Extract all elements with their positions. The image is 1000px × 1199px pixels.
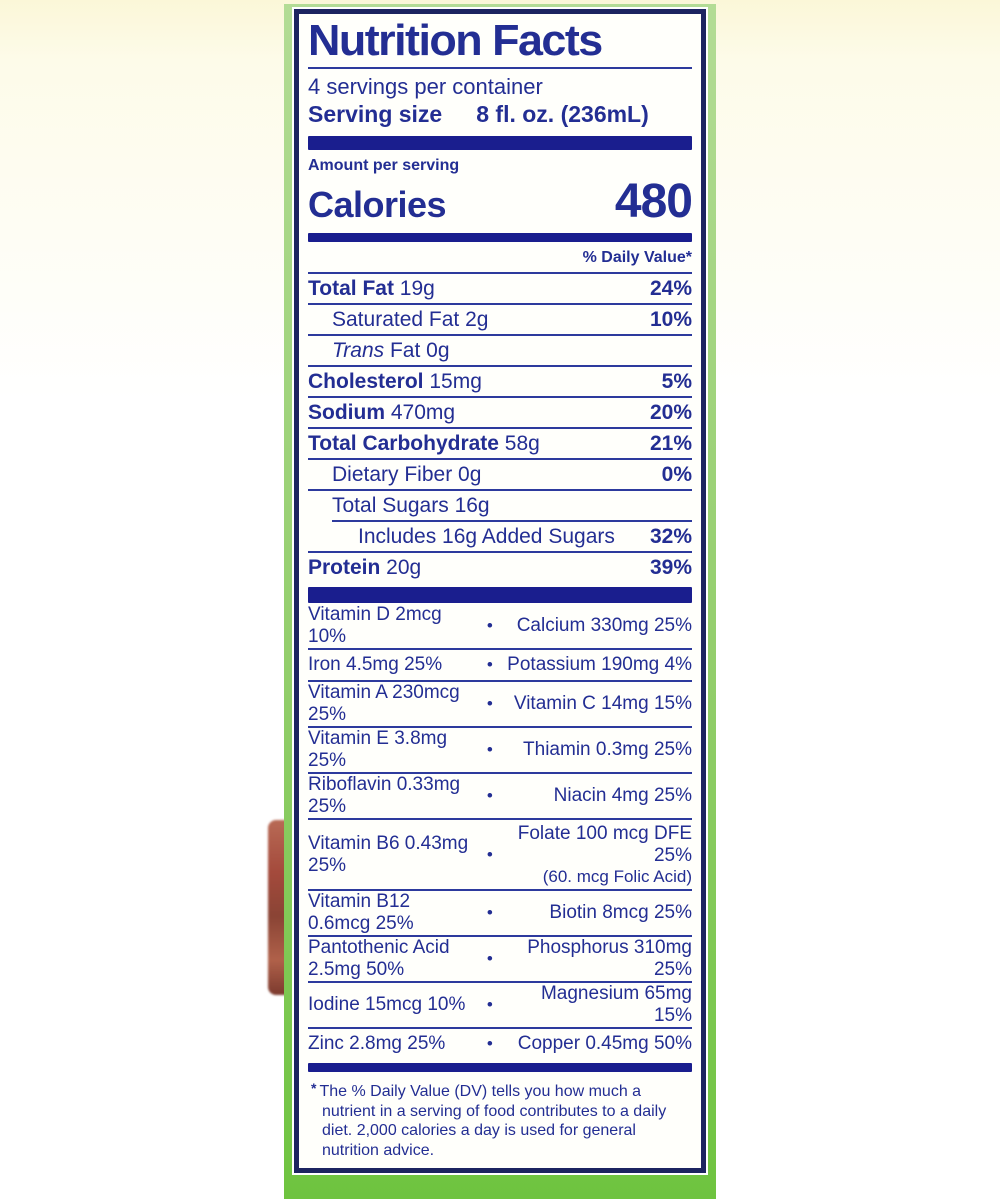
nutrient-name: Total Fat 19g [308,277,435,300]
vitamin-left-entry: Vitamin D 2mcg 10% [308,604,442,647]
vitamin-right-entry: Copper 0.45mg 50% [517,1033,692,1054]
bullet-separator: • [486,655,493,674]
nutrient-daily-value: 5% [661,370,692,393]
daily-value-footnote: * The % Daily Value (DV) tells you how mu… [308,1075,692,1162]
bullet-separator: • [486,949,493,968]
nutrient-name: Sodium 470mg [308,401,456,424]
nutrient-row: Includes 16g Added Sugars 32% [308,522,692,553]
vitamin-left-entry: Vitamin E 3.8mg 25% [308,728,448,771]
vitamin-left-entry: Iodine 15mcg 10% [308,994,466,1015]
nutrient-daily-value: 24% [649,277,692,300]
nutrient-row: Total Fat 19g 24% [308,274,692,305]
vitamin-row: Pantothenic Acid 2.5mg 50% • Phosphorus 31… [308,937,692,983]
footnote-divider-bar [308,1063,692,1072]
bullet-separator: • [486,616,493,635]
indented-divider [332,520,692,522]
vitamin-row: Vitamin B6 0.43mg 25% • Folate 100 mcg DFE… [308,820,692,891]
nutrient-name: Includes 16g Added Sugars [358,525,615,548]
vitamin-mineral-table: Vitamin D 2mcg 10% • Calcium 330mg 25% Iron… [308,604,692,1059]
nutrient-row: Sodium 470mg 20% [308,398,692,429]
vitamin-right-entry: Calcium 330mg 25% [516,615,692,636]
bullet-separator: • [486,786,493,805]
serving-size-label: Serving size [308,101,443,127]
calories-row: Calories 480 [308,174,693,229]
bullet-separator: • [486,1034,493,1053]
bullet-separator: • [486,995,493,1014]
nutrient-name: Dietary Fiber 0g [332,463,482,486]
nutrient-row: Cholesterol 15mg 5% [308,367,692,398]
nutrient-daily-value: 0% [661,463,692,486]
serving-size-gap [442,100,476,129]
vitamin-row: Vitamin E 3.8mg 25% • Thiamin 0.3mg 25% [308,728,692,774]
vitamin-row: Riboflavin 0.33mg 25% • Niacin 4mg 25% [308,774,692,820]
vitamin-left-entry: Pantothenic Acid 2.5mg 50% [308,937,450,980]
bullet-separator: • [486,740,493,759]
nutrient-daily-value: 32% [649,525,692,548]
footnote-asterisk: * [311,1080,317,1096]
nutrient-name: Total Carbohydrate 58g [308,432,540,455]
nutrient-daily-value: 21% [649,432,692,455]
vitamin-right-entry: Thiamin 0.3mg 25% [523,739,692,760]
nutrient-daily-value: 20% [649,401,692,424]
footnote-text: The % Daily Value (DV) tells you how muc… [319,1083,667,1159]
vitamin-right-subtext: (60. mcg Folic Acid) [542,867,692,886]
vitamin-row: Iron 4.5mg 25% • Potassium 190mg 4% [308,650,692,682]
vitamin-row: Vitamin B12 0.6mcg 25% • Biotin 8mcg 25% [308,891,692,937]
bullet-separator: • [486,844,493,864]
vitamin-right-entry: Magnesium 65mg 15% [540,983,692,1026]
label-title: Nutrition Facts [308,16,603,65]
vitamin-left-entry: Vitamin B12 0.6mcg 25% [308,891,414,934]
calories-value: 480 [614,175,693,228]
vitamin-left-entry: Riboflavin 0.33mg 25% [308,774,461,817]
vitamin-row: Vitamin A 230mcg 25% • Vitamin C 14mg 15% [308,682,692,728]
nutrition-label-green-frame: Nutrition Facts 4 servings per container… [284,4,716,1199]
vitamin-left-entry: Vitamin B6 0.43mg 25% [308,832,469,876]
vitamin-row: Zinc 2.8mg 25% • Copper 0.45mg 50% [308,1029,692,1059]
nutrient-row: Saturated Fat 2g 10% [308,305,692,336]
nutrient-row: Total Carbohydrate 58g 21% [308,429,692,460]
serving-size-value: 8 fl. oz. (236mL) [476,101,649,127]
vitamin-right-entry: Biotin 8mcg 25% [549,902,692,923]
serving-size-row: Serving size 8 fl. oz. (236mL) [308,100,692,129]
calories-divider-bar [308,233,692,242]
vitamin-left-entry: Vitamin A 230mcg 25% [308,682,460,725]
amount-per-serving-label: Amount per serving [308,157,460,174]
daily-value-header: % Daily Value* [308,245,692,274]
nutrient-name: Protein 20g [308,556,422,579]
vitamin-row: Iodine 15mcg 10% • Magnesium 65mg 15% [308,983,692,1029]
bullet-separator: • [486,903,493,922]
nutrition-label-panel: Nutrition Facts 4 servings per container… [294,9,706,1173]
nutrient-row: Trans Fat 0g [308,336,692,367]
nutrient-row: Dietary Fiber 0g 0% [308,460,692,491]
nutrient-table: Total Fat 19g 24% Saturated Fat 2g 10% Trans… [308,274,692,582]
calories-label: Calories [308,184,447,225]
vitamin-right-entry: Phosphorus 310mg 25% [527,937,692,980]
vitamin-right-entry: Potassium 190mg 4% [507,654,692,675]
section-divider-bar [308,136,692,150]
vitamin-left-entry: Iron 4.5mg 25% [308,654,443,675]
vitamin-right-entry: Niacin 4mg 25% [553,785,692,806]
nutrient-name: Cholesterol 15mg [308,370,482,393]
vitamin-right-entry: Vitamin C 14mg 15% [513,693,692,714]
vitamin-left-entry: Zinc 2.8mg 25% [308,1033,446,1054]
nutrient-name: Trans Fat 0g [332,339,450,362]
nutrient-row: Protein 20g 39% [308,553,692,582]
vitamins-divider-bar [308,587,692,603]
bullet-separator: • [486,694,493,713]
title-divider [308,67,692,69]
nutrient-daily-value: 39% [649,556,692,579]
servings-per-container: 4 servings per container [308,74,543,99]
vitamin-row: Vitamin D 2mcg 10% • Calcium 330mg 25% [308,604,692,650]
nutrient-daily-value: 10% [649,308,692,331]
nutrient-name: Saturated Fat 2g [332,308,489,331]
vitamin-right-entry: Folate 100 mcg DFE 25% (60. mcg Folic Aci… [503,823,692,886]
nutrient-name: Total Sugars 16g [332,494,490,517]
nutrient-row: Total Sugars 16g [308,491,692,520]
